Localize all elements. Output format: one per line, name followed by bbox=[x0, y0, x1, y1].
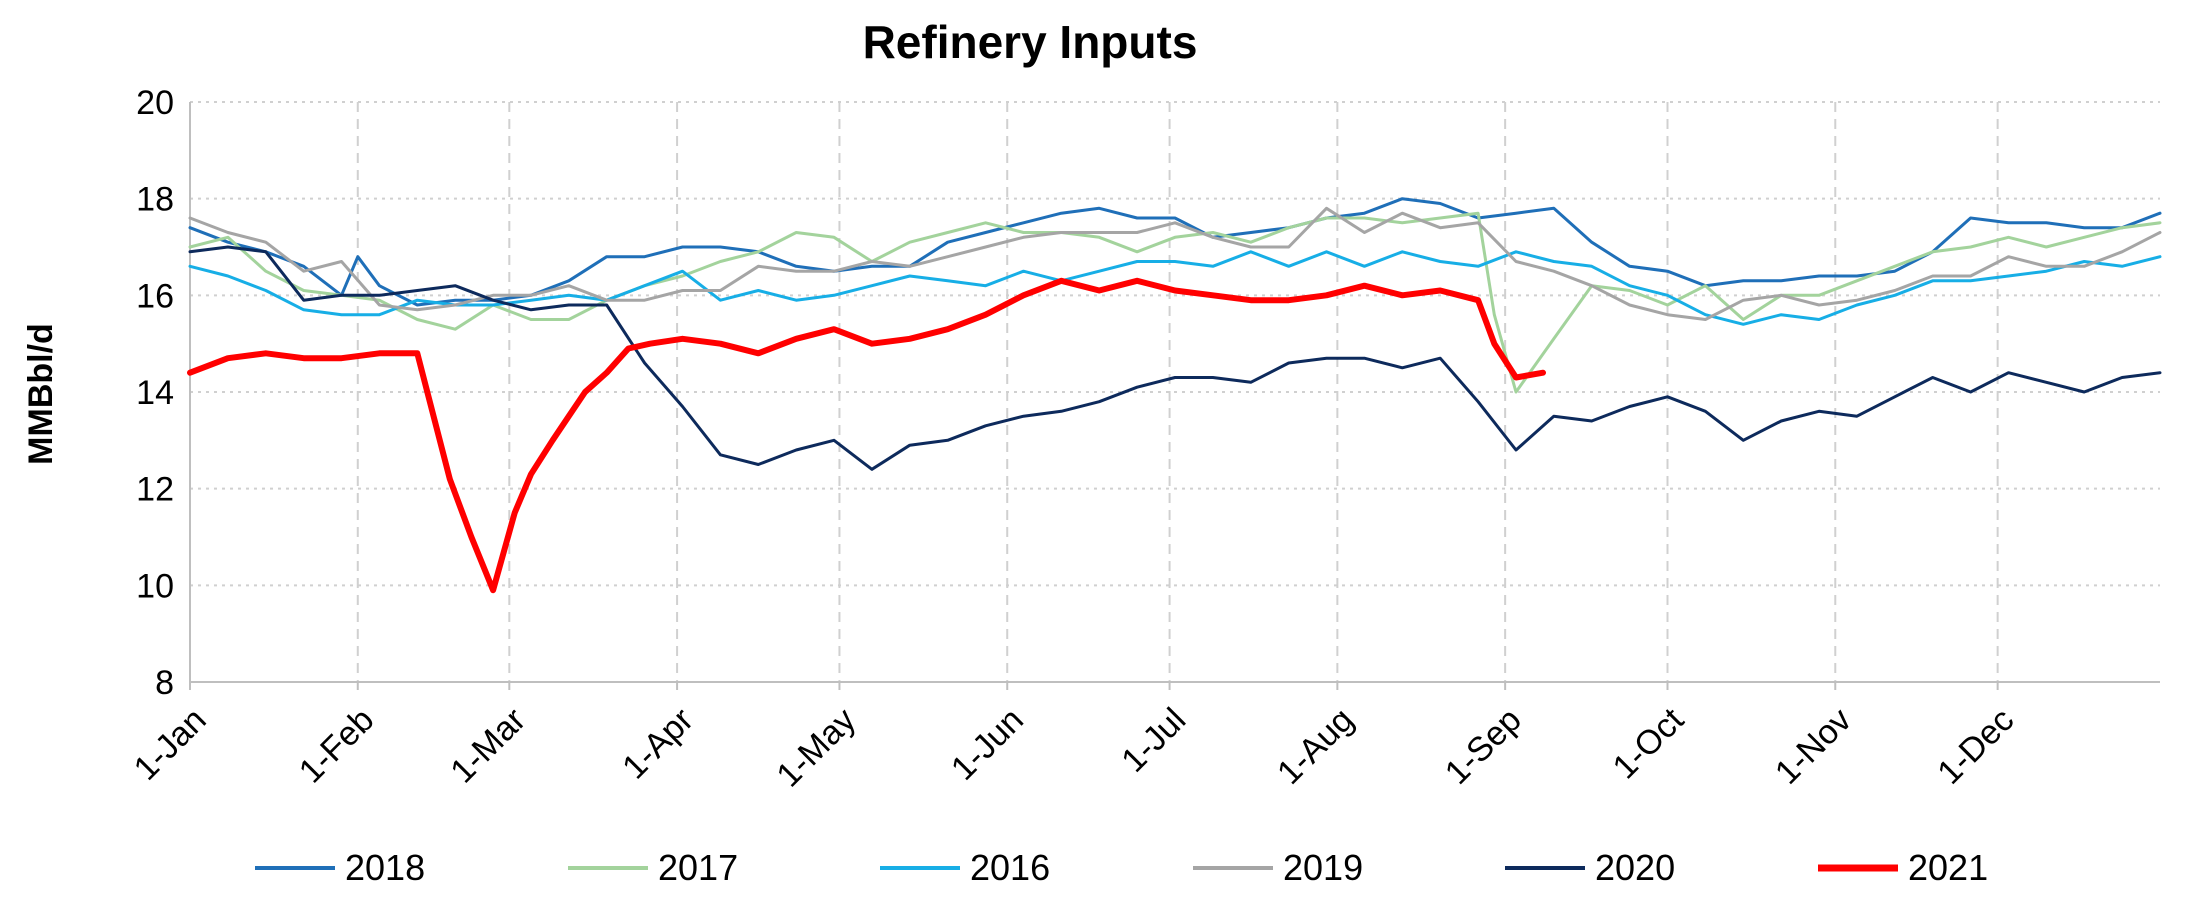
series-line-2018 bbox=[188, 197, 2162, 307]
y-tick-label: 10 bbox=[136, 567, 174, 605]
legend-label-2020: 2020 bbox=[1595, 847, 1675, 888]
series-line-2016 bbox=[188, 250, 2162, 326]
legend-label-2017: 2017 bbox=[658, 847, 738, 888]
series-line-2021 bbox=[187, 277, 1546, 594]
legend-label-2016: 2016 bbox=[970, 847, 1050, 888]
series-line-2017 bbox=[188, 211, 2162, 394]
y-tick-label: 12 bbox=[136, 471, 174, 509]
y-tick-label: 18 bbox=[136, 181, 174, 219]
axes bbox=[189, 102, 2160, 690]
chart-title: Refinery Inputs bbox=[863, 16, 1198, 68]
y-tick-label: 14 bbox=[136, 374, 174, 412]
y-tick-label: 16 bbox=[136, 277, 174, 315]
y-tick-labels: 8 10 12 14 16 18 20 bbox=[136, 84, 174, 702]
y-tick-label: 8 bbox=[155, 664, 174, 702]
legend-label-2019: 2019 bbox=[1283, 847, 1363, 888]
series-line-2019 bbox=[188, 206, 2162, 321]
series-lines bbox=[187, 197, 2162, 594]
gridlines bbox=[190, 101, 2160, 682]
series-line-2020 bbox=[188, 245, 2162, 471]
legend: 2018 2017 2016 2019 2020 2021 bbox=[255, 847, 1988, 888]
legend-label-2021: 2021 bbox=[1908, 847, 1988, 888]
y-tick-label: 20 bbox=[136, 84, 174, 122]
y-axis-label: MMBbl/d bbox=[22, 323, 60, 465]
legend-label-2018: 2018 bbox=[345, 847, 425, 888]
